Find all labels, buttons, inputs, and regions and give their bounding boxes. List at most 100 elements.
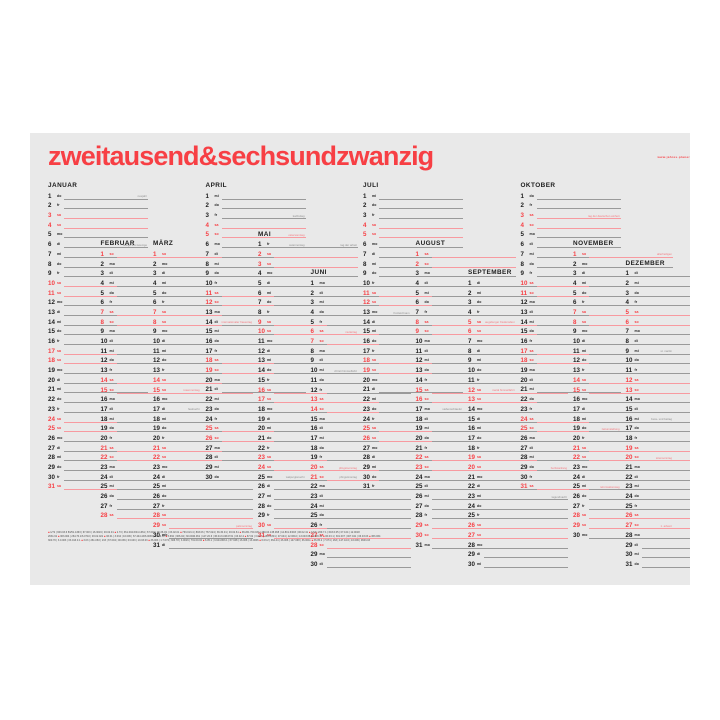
writing-line[interactable] [589,269,673,278]
writing-line[interactable] [169,541,253,549]
day-row[interactable]: 15 di [468,413,568,423]
day-row[interactable]: 9 do [206,268,306,278]
writing-line[interactable] [536,395,621,404]
writing-line[interactable] [64,434,148,442]
day-row[interactable]: 12 sa [626,374,690,384]
writing-line[interactable] [64,444,148,452]
writing-line[interactable] [274,337,358,346]
writing-line[interactable] [64,376,148,384]
day-row[interactable]: 6 so [468,326,568,336]
day-row[interactable]: 11 so [521,287,621,297]
day-row[interactable]: 11 mi [101,345,201,355]
day-row[interactable]: 17 di [573,403,673,413]
writing-line[interactable] [484,279,568,287]
writing-line[interactable] [274,482,358,491]
writing-line[interactable] [326,511,411,520]
day-row[interactable]: 20 mo [363,374,463,384]
writing-line[interactable] [484,395,568,404]
day-row[interactable]: 27 so [626,519,690,530]
day-row[interactable]: 16 mi [626,413,690,423]
writing-line[interactable]: buss- und bettag [589,415,673,423]
writing-line[interactable] [536,289,621,297]
day-row[interactable]: 1 do neujahr [48,190,148,200]
writing-line[interactable] [589,298,673,307]
writing-line[interactable] [326,541,411,549]
day-row[interactable]: 22 do [48,393,148,404]
day-row[interactable]: 3 sa [48,209,148,220]
writing-line[interactable] [326,473,411,481]
day-row[interactable]: 22 mi [206,393,306,404]
day-row[interactable]: 5 do [101,287,201,297]
day-row[interactable]: 7 mo [468,335,568,346]
day-row[interactable]: 17 do [468,432,568,442]
day-row[interactable]: 18 fr [626,432,690,442]
day-row[interactable]: 14 so [311,403,411,413]
day-row[interactable]: 21 so [311,471,411,481]
day-row[interactable]: 11 so [48,287,148,297]
day-row[interactable]: 7 mi [48,248,148,258]
writing-line[interactable] [274,250,358,258]
day-row[interactable]: 4 fr [626,297,690,307]
day-row[interactable]: 28 do [258,500,358,510]
writing-line[interactable] [379,482,463,491]
writing-line[interactable] [116,366,201,375]
day-row[interactable]: 26 mi [416,490,516,501]
day-row[interactable]: 20 mo [206,374,306,384]
day-row[interactable]: 12 mo [48,297,148,307]
writing-line[interactable] [431,531,516,539]
writing-line[interactable] [589,386,673,394]
day-row[interactable]: 14 sa [101,374,201,384]
writing-line[interactable] [274,453,358,462]
day-row[interactable]: 7 mi [521,248,621,258]
day-row[interactable]: 24 di [153,471,253,481]
day-row[interactable]: 30 fr [521,471,621,481]
writing-line[interactable]: nikolaus [641,318,690,326]
writing-line[interactable] [484,521,568,530]
writing-line[interactable] [221,405,306,413]
day-row[interactable]: 14 mo [626,394,690,404]
day-row[interactable]: 2 so [416,258,516,268]
day-row[interactable]: 6 fr [573,297,673,307]
day-row[interactable]: 21 mi [521,384,621,394]
day-row[interactable]: 29 di [626,539,690,549]
writing-line[interactable] [536,376,621,384]
day-row[interactable]: 24doheiligabend [626,490,690,501]
day-row[interactable]: 18 sa [206,355,306,365]
day-row[interactable]: 13 di [48,306,148,316]
day-row[interactable]: 22 fr [258,442,358,452]
day-row[interactable]: 17 mi [311,432,411,442]
day-row[interactable]: 13so2. advent [626,384,690,394]
writing-line[interactable] [379,279,463,287]
writing-line[interactable] [589,337,673,346]
writing-line[interactable] [64,385,148,394]
writing-line[interactable]: heiligabend [641,492,690,501]
day-row[interactable]: 12 mo [521,297,621,307]
writing-line[interactable] [641,356,690,365]
day-row[interactable]: 19 do [153,423,253,433]
day-row[interactable]: 3 di [101,268,201,278]
day-row[interactable]: 20 mi [258,423,358,433]
day-row[interactable]: 27 di [521,442,621,452]
writing-line[interactable] [641,347,690,355]
writing-line[interactable] [379,444,463,452]
day-row[interactable]: 6 mo ostermontag [206,238,306,249]
day-row[interactable]: 5 fr [311,316,411,326]
day-row[interactable]: 28 mi [521,452,621,462]
day-row[interactable]: 25 sa [363,423,463,433]
day-row[interactable]: 19 do [573,423,673,433]
day-row[interactable]: 13 fr [101,364,201,375]
writing-line[interactable] [641,541,690,549]
writing-line[interactable] [379,463,463,471]
day-row[interactable]: 12 di [258,345,358,355]
writing-line[interactable] [379,395,463,404]
day-row[interactable]: 26 do [153,490,253,501]
writing-line[interactable] [431,541,516,549]
day-row[interactable]: 2 di [311,287,411,297]
writing-line[interactable] [64,453,148,462]
day-row[interactable]: 24 mo [416,471,516,481]
writing-line[interactable] [641,308,690,317]
day-row[interactable]: 27 fr [573,500,673,510]
writing-line[interactable] [536,269,621,278]
day-row[interactable]: 28 so [311,539,411,549]
day-row[interactable]: 1 fr tag der arbeit [258,239,358,249]
